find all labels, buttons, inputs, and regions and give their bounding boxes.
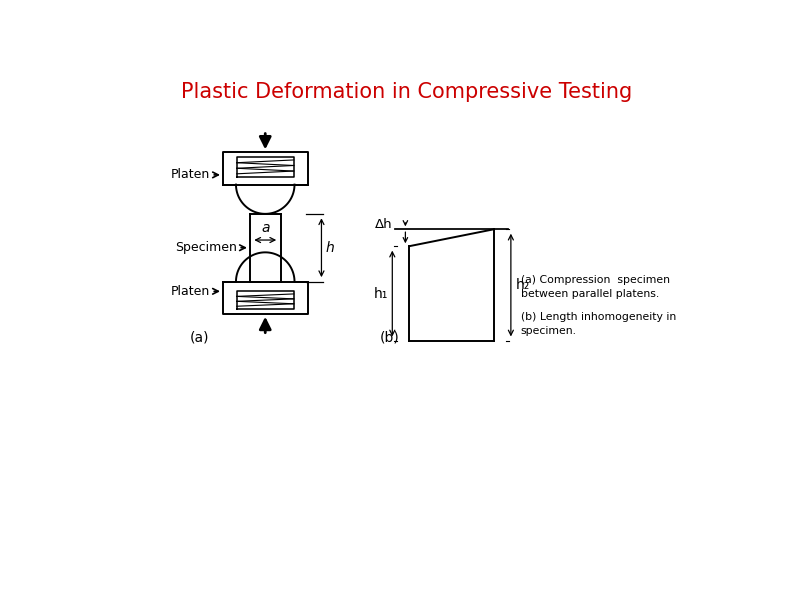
Text: Specimen: Specimen [175,241,237,254]
Text: (b) Length inhomogeneity in
specimen.: (b) Length inhomogeneity in specimen. [521,312,676,336]
Text: Platen: Platen [171,168,210,181]
Text: (b): (b) [380,330,400,344]
Text: h₁: h₁ [374,287,388,300]
Text: Δh: Δh [375,218,392,231]
Text: (a): (a) [190,330,210,344]
Text: h: h [326,241,334,255]
Text: Plastic Deformation in Compressive Testing: Plastic Deformation in Compressive Testi… [181,82,633,102]
Text: Platen: Platen [171,285,210,298]
Text: h₂: h₂ [515,278,530,292]
Text: a: a [261,221,269,234]
Text: (a) Compression  specimen
between parallel platens.: (a) Compression specimen between paralle… [521,275,670,299]
